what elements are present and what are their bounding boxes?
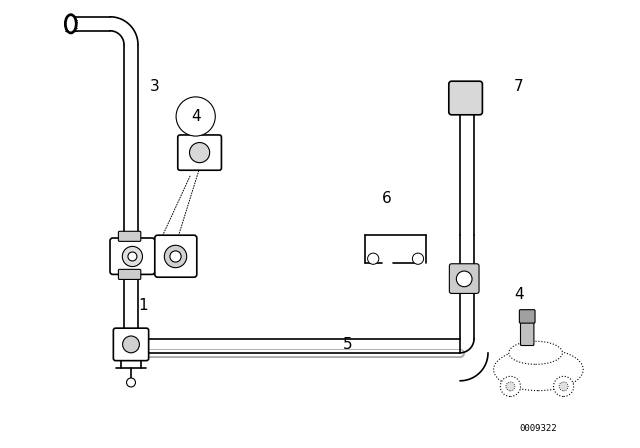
Ellipse shape — [509, 341, 563, 364]
Circle shape — [164, 246, 187, 268]
Circle shape — [170, 251, 181, 262]
Circle shape — [554, 376, 573, 396]
Ellipse shape — [493, 349, 583, 391]
Text: 3: 3 — [150, 79, 159, 94]
Text: 4: 4 — [514, 287, 524, 302]
FancyBboxPatch shape — [520, 310, 535, 323]
Ellipse shape — [65, 14, 77, 34]
Circle shape — [123, 336, 140, 353]
Text: 4: 4 — [191, 109, 200, 124]
Ellipse shape — [67, 17, 74, 31]
FancyBboxPatch shape — [118, 231, 141, 241]
Text: 7: 7 — [514, 79, 524, 94]
Text: 0009322: 0009322 — [520, 424, 557, 433]
Circle shape — [128, 252, 137, 261]
Circle shape — [506, 382, 515, 391]
Circle shape — [367, 253, 379, 264]
Circle shape — [176, 97, 215, 136]
FancyBboxPatch shape — [118, 269, 141, 280]
Circle shape — [122, 246, 143, 267]
Text: 5: 5 — [343, 337, 353, 352]
Circle shape — [500, 376, 520, 396]
FancyBboxPatch shape — [178, 135, 221, 170]
FancyBboxPatch shape — [113, 328, 148, 361]
Text: 2: 2 — [178, 242, 188, 257]
FancyBboxPatch shape — [449, 264, 479, 293]
Circle shape — [456, 271, 472, 287]
Circle shape — [559, 382, 568, 391]
FancyBboxPatch shape — [110, 238, 155, 274]
Text: 1: 1 — [139, 298, 148, 313]
Circle shape — [412, 253, 424, 264]
Text: 6: 6 — [382, 191, 392, 206]
FancyBboxPatch shape — [520, 321, 534, 345]
Text: 4: 4 — [195, 113, 204, 128]
FancyBboxPatch shape — [449, 81, 483, 115]
Circle shape — [127, 378, 136, 387]
FancyBboxPatch shape — [155, 235, 197, 277]
Circle shape — [189, 142, 210, 163]
